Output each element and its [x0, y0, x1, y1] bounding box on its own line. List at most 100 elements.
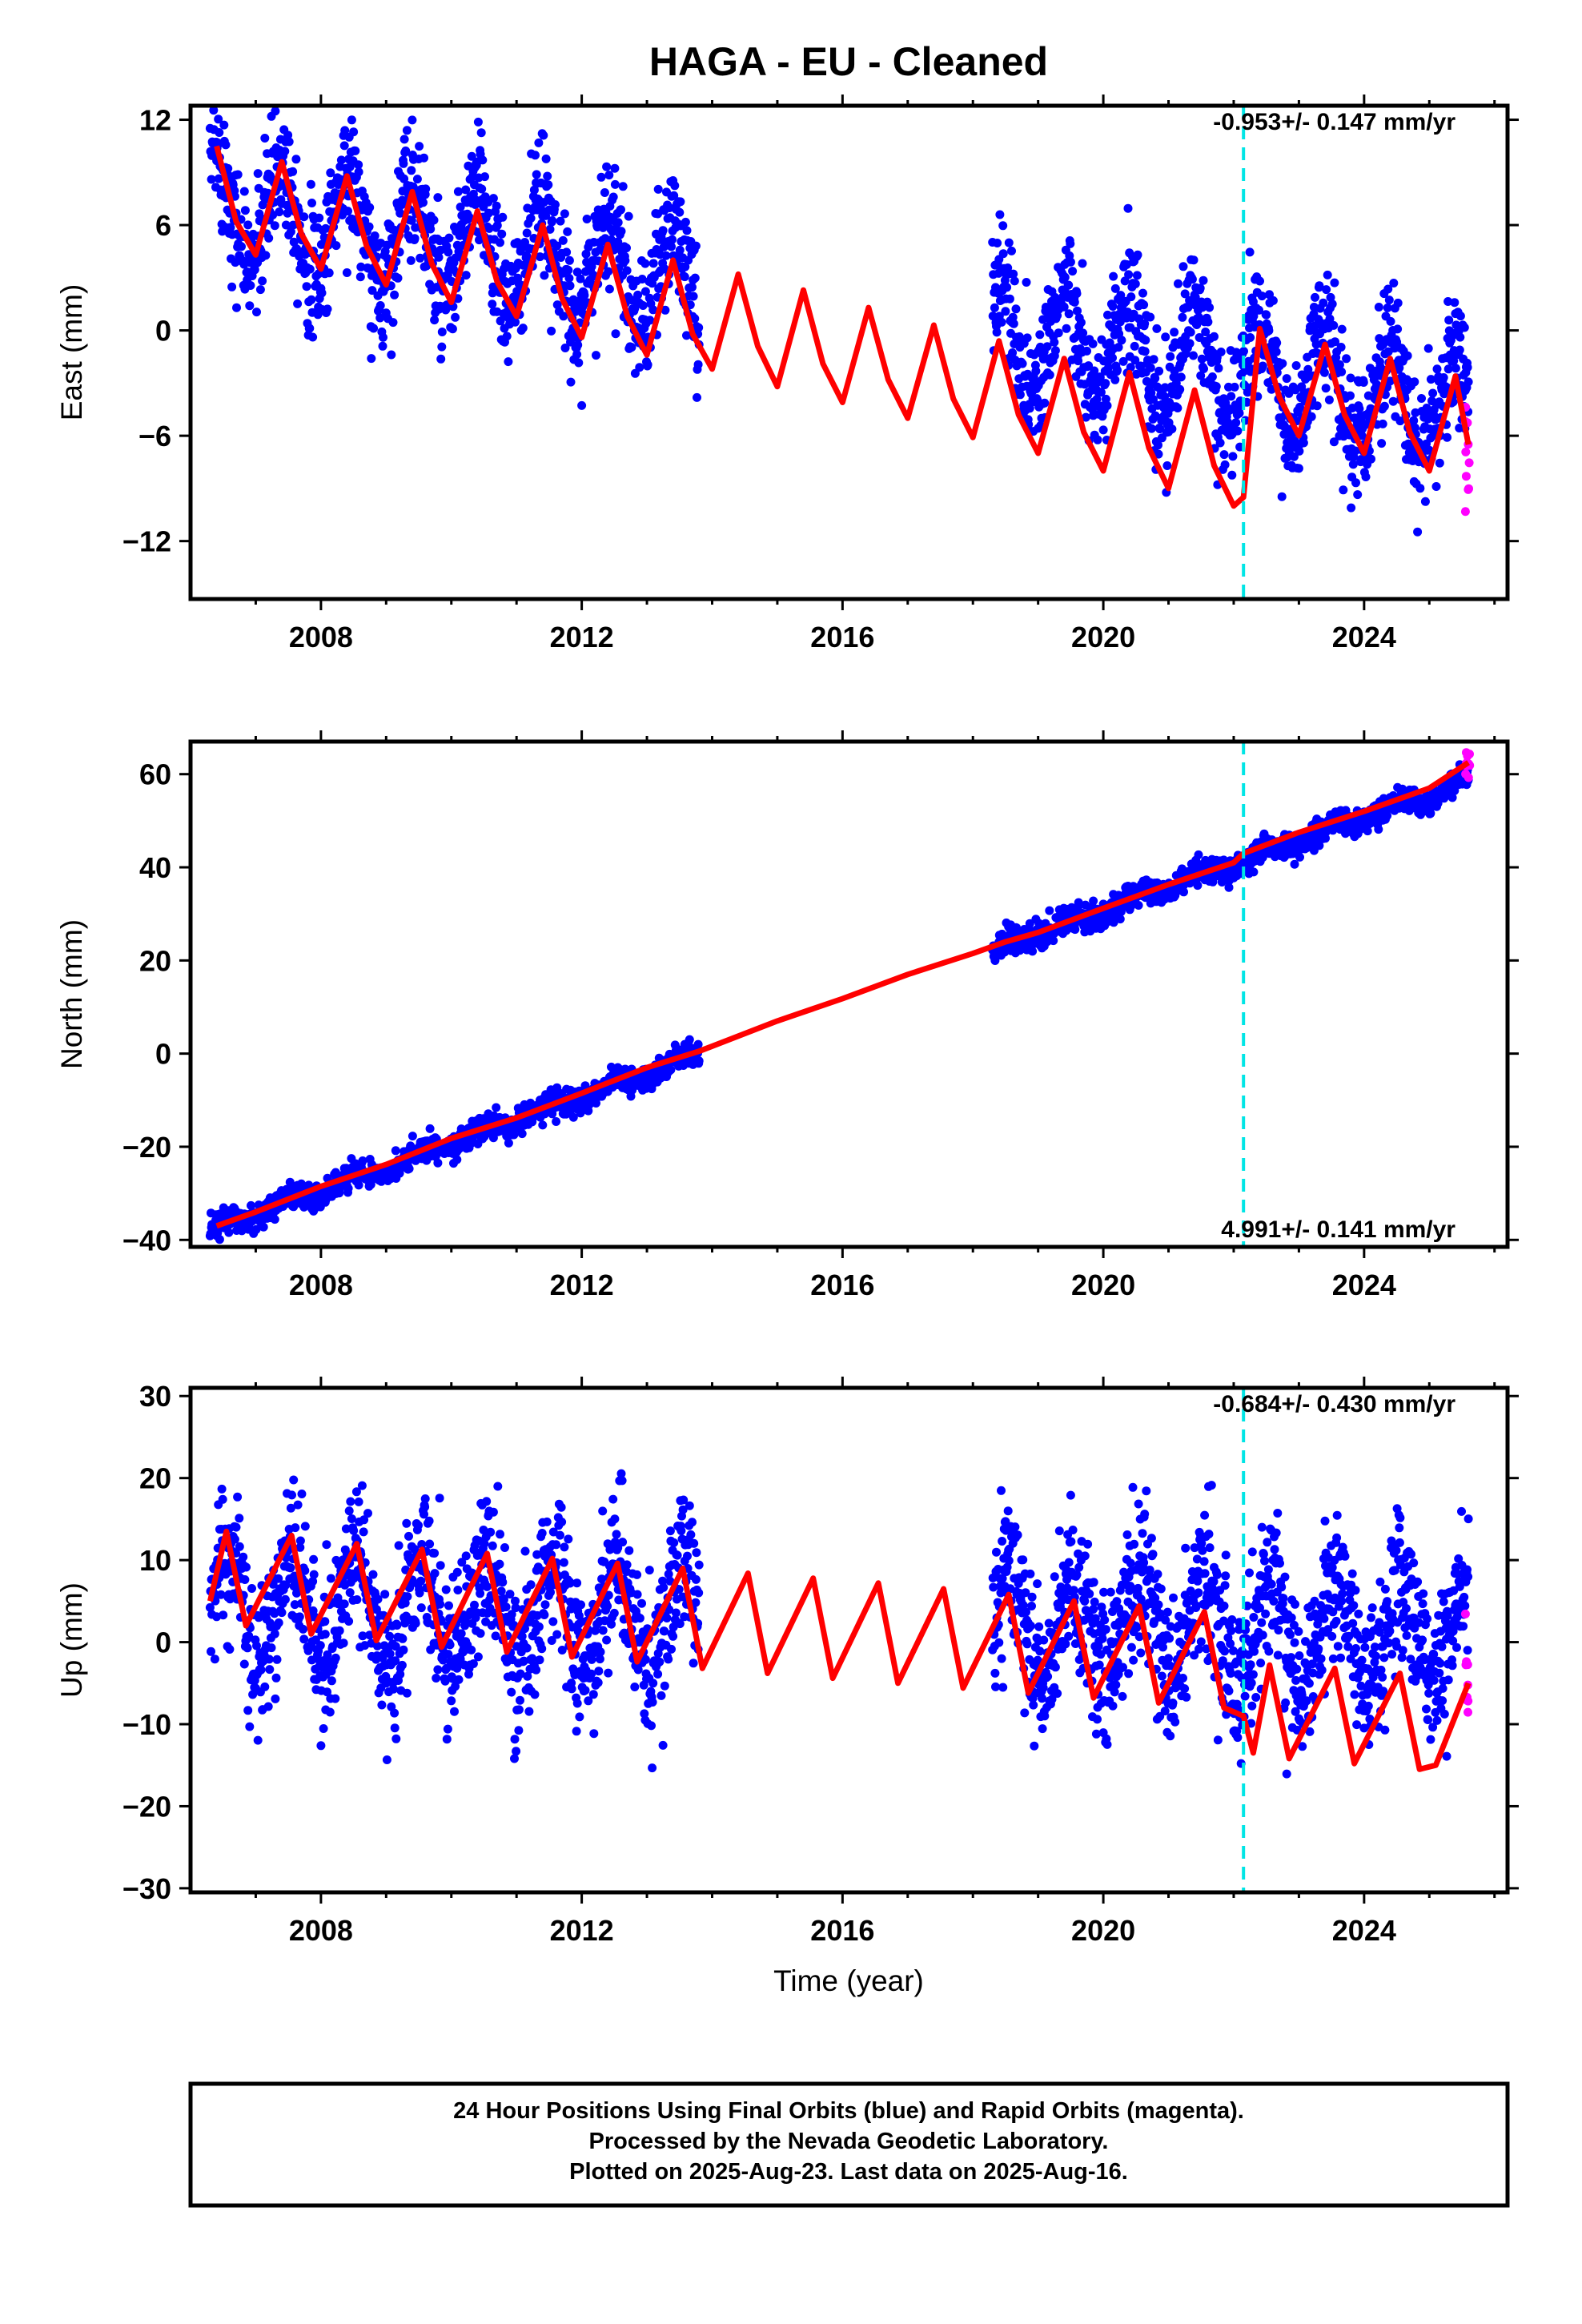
- data-point: [610, 163, 620, 173]
- data-point: [267, 1643, 276, 1653]
- data-point: [1199, 364, 1208, 373]
- data-point: [1001, 307, 1010, 316]
- data-point: [1146, 312, 1155, 322]
- data-point: [624, 211, 633, 221]
- data-point: [433, 1158, 443, 1168]
- data-point: [596, 172, 606, 182]
- data-point: [365, 1630, 375, 1640]
- data-point: [429, 215, 439, 225]
- data-point: [275, 207, 284, 217]
- data-point: [1028, 947, 1038, 956]
- data-point: [1220, 460, 1230, 469]
- data-point: [1426, 809, 1435, 818]
- data-point: [351, 146, 360, 155]
- data-point: [1449, 356, 1459, 366]
- data-point: [1022, 333, 1032, 343]
- data-point: [320, 1630, 330, 1639]
- data-point: [1346, 391, 1355, 400]
- data-point: [1088, 339, 1098, 348]
- data-point: [464, 212, 474, 222]
- data-point: [290, 1600, 299, 1610]
- data-point: [1160, 392, 1170, 401]
- data-point: [1102, 401, 1112, 410]
- data-point: [1384, 296, 1394, 305]
- data-point: [412, 175, 422, 184]
- data-point: [1138, 288, 1147, 298]
- data-point: [225, 1645, 235, 1654]
- data-point: [682, 331, 691, 340]
- data-point: [307, 295, 316, 304]
- data-point: [230, 1534, 239, 1544]
- data-point: [1319, 298, 1328, 308]
- data-point: [307, 199, 316, 207]
- rapid-point: [1464, 484, 1473, 493]
- data-point: [1073, 306, 1082, 316]
- data-point: [558, 235, 568, 245]
- data-point: [364, 222, 374, 231]
- data-point: [244, 1631, 254, 1641]
- data-point: [317, 288, 327, 298]
- data-point: [336, 155, 346, 165]
- data-point: [504, 1138, 513, 1148]
- data-point: [1271, 347, 1281, 356]
- data-point: [1066, 239, 1075, 248]
- data-point: [627, 343, 636, 352]
- rapid-point: [1461, 472, 1471, 481]
- data-point: [1064, 280, 1074, 290]
- data-point: [1161, 332, 1170, 342]
- data-point: [335, 1626, 344, 1635]
- data-point: [293, 299, 303, 308]
- data-point: [321, 223, 331, 233]
- data-point: [419, 198, 428, 207]
- data-point: [1214, 364, 1223, 373]
- data-point: [1278, 359, 1287, 368]
- data-point: [640, 287, 650, 296]
- data-point: [379, 332, 387, 342]
- data-point: [1149, 355, 1158, 364]
- data-point: [1337, 367, 1347, 376]
- data-point: [221, 140, 231, 150]
- data-point: [1179, 887, 1188, 897]
- data-point: [1389, 279, 1399, 287]
- data-point: [480, 172, 489, 182]
- data-point: [1439, 373, 1448, 382]
- data-point: [1045, 370, 1054, 380]
- data-point: [1114, 343, 1123, 352]
- data-point: [1011, 304, 1021, 314]
- data-point: [1377, 439, 1387, 448]
- data-point: [214, 174, 223, 183]
- data-point: [552, 241, 562, 251]
- data-point: [668, 235, 677, 244]
- data-point: [331, 1653, 340, 1663]
- data-point: [245, 301, 255, 311]
- data-point: [540, 271, 549, 280]
- data-point: [421, 184, 431, 194]
- data-point: [1257, 292, 1267, 301]
- data-point: [1351, 446, 1360, 456]
- data-point: [1173, 404, 1182, 412]
- data-point: [1101, 379, 1110, 388]
- data-point: [577, 400, 587, 410]
- data-point: [291, 155, 301, 164]
- data-point: [552, 1117, 561, 1126]
- data-point: [260, 134, 270, 143]
- y-axis-label: East (mm): [55, 284, 88, 421]
- data-point: [345, 1588, 355, 1598]
- data-point: [492, 201, 501, 211]
- data-point: [1322, 285, 1331, 295]
- data-point: [1417, 394, 1426, 403]
- data-point: [1324, 395, 1334, 404]
- data-point: [243, 1706, 253, 1715]
- data-point: [1139, 300, 1149, 310]
- data-point: [295, 1542, 305, 1552]
- data-point: [1015, 390, 1025, 400]
- data-point: [1098, 425, 1108, 435]
- data-point: [600, 188, 609, 197]
- data-point: [1282, 374, 1291, 384]
- x-tick-label: 2016: [810, 1269, 874, 1301]
- data-point: [1413, 527, 1423, 537]
- rapid-point: [1464, 458, 1474, 468]
- data-point: [1426, 375, 1435, 384]
- data-point: [1042, 342, 1052, 352]
